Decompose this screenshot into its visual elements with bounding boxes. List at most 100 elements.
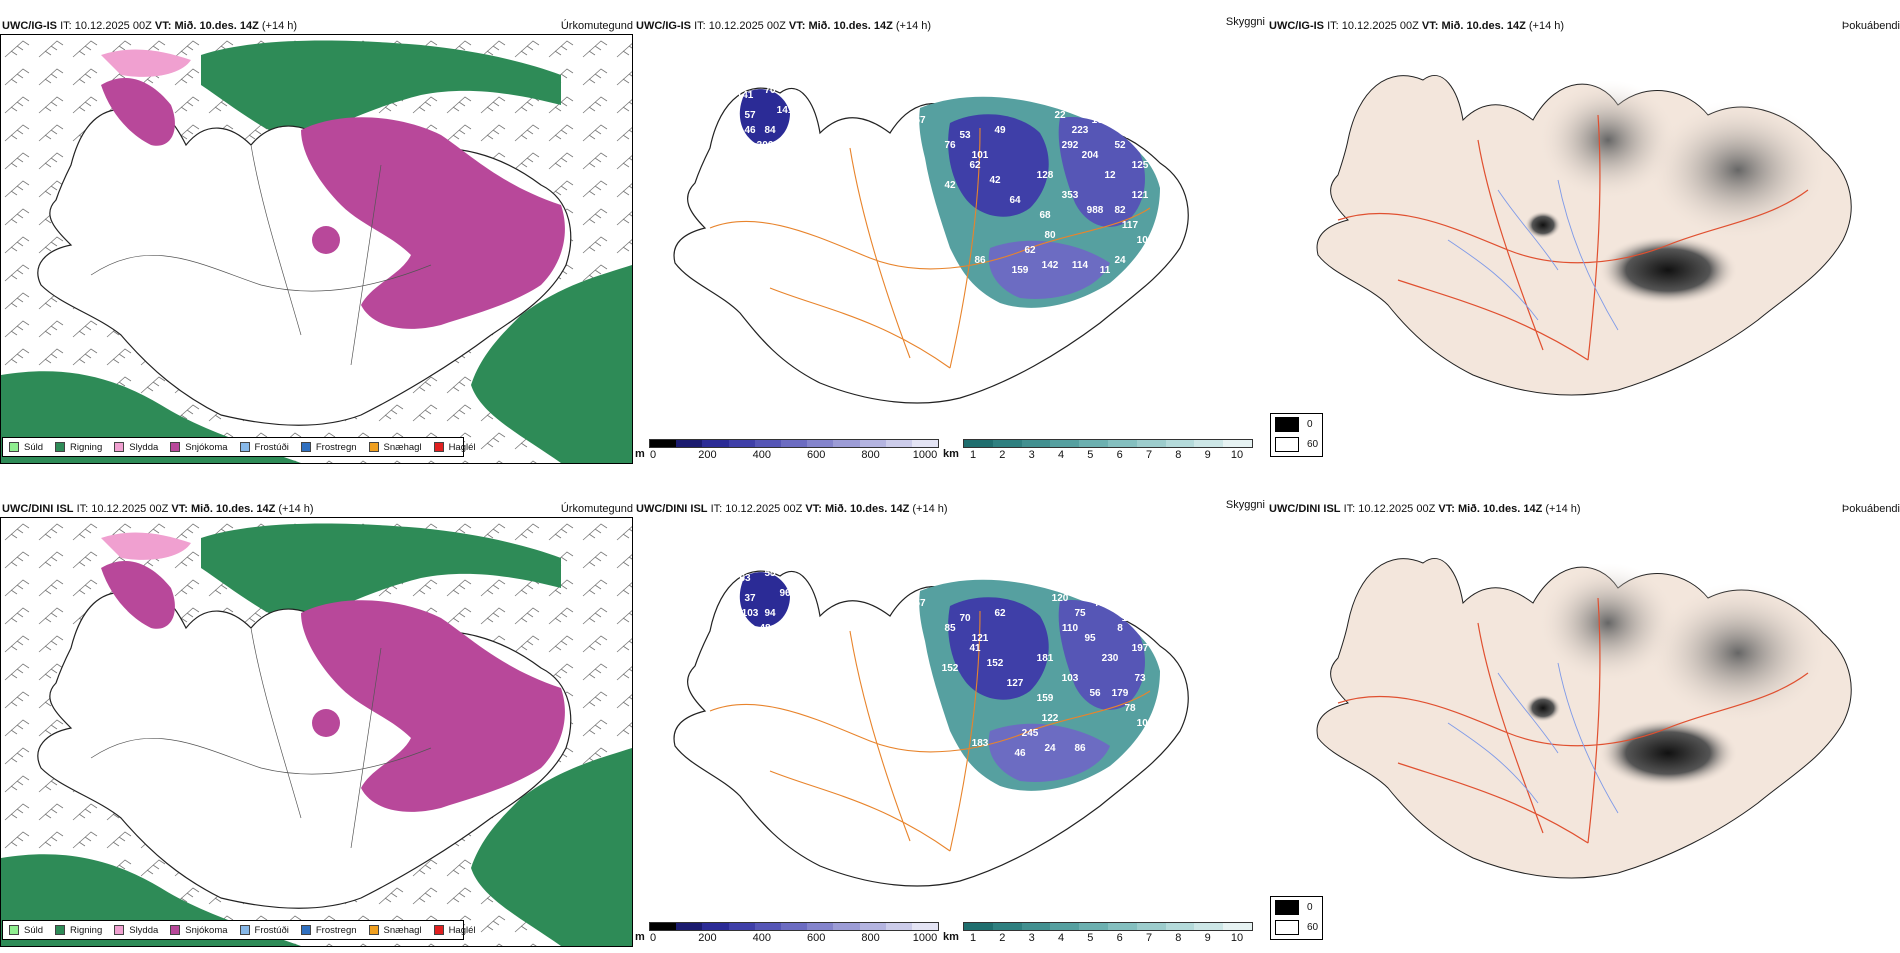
precip-type-panel: UWC/DINI ISL IT: 10.12.2025 00Z VT: Mið.… [0,483,635,953]
precip-map [1,518,632,946]
ceiling-value-label: 988 [1087,205,1104,216]
it-label: IT: [694,20,706,32]
legend-label: Haglél [448,924,476,936]
it-label: IT: [710,503,723,515]
legend-label: Snæhagl [383,924,422,936]
fog-area-northeast [1648,100,1828,240]
vt-value: Mið. 10.des. 14Z [824,503,910,515]
ceiling-value-label: 80 [1044,230,1056,241]
model-name: UWC/IG-IS [636,20,691,32]
visibility-panel: UWC/DINI ISL IT: 10.12.2025 00Z VT: Mið.… [635,483,1265,953]
it-label: IT: [60,20,72,32]
colorbar-cell [1223,923,1252,930]
ceiling-value-label: 306 [757,140,774,151]
ceiling-value-label: 101 [972,150,989,161]
legend-swatch [368,925,379,935]
ceiling-value-label: 46 [744,125,756,136]
fog-legend-swatch [1275,919,1299,935]
legend-swatch [433,925,444,935]
legend-label: Súld [24,441,44,453]
legend-label: Frostregn [315,924,357,936]
panel-title: Skyggni [1225,16,1265,28]
colorbar-cell [859,440,886,447]
ceiling-value-label: 128 [1037,170,1054,181]
legend-label: Frostúði [254,441,289,453]
fog-area-dense [1598,718,1738,788]
low-ceiling-area [948,597,1049,700]
fog-index-map [1316,75,1852,396]
ceiling-value-label: 11 [1100,265,1111,276]
colorbar-cell [1079,440,1108,447]
ceiling-value-label: 82 [1114,205,1126,216]
ceiling-value-label: 37 [744,593,756,604]
model-name: UWC/DINI ISL [1269,503,1341,515]
legend-label: Frostúði [254,924,289,936]
colorbar-cell [911,923,939,930]
colorbar-cell [1194,440,1224,447]
colorbar-tick: 0 [649,449,657,461]
colorbar-cell [992,923,1022,930]
ceiling-value-label: 544 [1162,180,1179,191]
ceiling-value-label: 64 [1009,195,1021,206]
ceiling-colorbar: m 0 200 400 600 800 1000 [635,921,945,944]
vt-label: VT: [805,503,822,515]
ceiling-value-label: 12 [1104,170,1116,181]
ceiling-value-label: 127 [1007,678,1024,689]
ceiling-value-label: 76 [944,140,956,151]
fog-index-legend: 0 60 [1270,896,1323,940]
ceiling-value-label: 141 [1122,613,1139,624]
panel-header: UWC/IG-IS IT: 10.12.2025 00Z VT: Mið. 10… [1269,20,1564,33]
ceiling-value-label: 125 [1132,160,1149,171]
river-network [1447,662,1619,814]
ceiling-value-label: 181 [1037,653,1054,664]
ceiling-value-label: 122 [1042,713,1059,724]
colorbar-cell [807,923,834,930]
legend-swatch [9,442,19,452]
colorbar-tick: 5 [1087,449,1094,461]
visibility-unit: km [943,448,959,460]
colorbar-cell [807,440,834,447]
ceiling-value-label: 53 [959,130,971,141]
panel-header: UWC/DINI ISL IT: 10.12.2025 00Z VT: Mið.… [1269,503,1581,516]
panel-title: Þokuábendi [1841,20,1900,32]
ceiling-value-label: 22 [1054,110,1066,121]
ceiling-value-label: 62 [1024,245,1036,256]
low-ceiling-area-south [988,240,1110,299]
fog-legend-swatch [1275,416,1299,432]
ceiling-value-label: 159 [1012,265,1029,276]
ceiling-value-label: 48 [759,623,771,634]
legend-label: Slydda [129,441,159,453]
legend-label: Rigning [70,441,103,453]
fog-area-north [1538,563,1678,683]
it-label: IT: [1343,503,1356,515]
vt-label: VT: [171,503,188,515]
ceiling-value-label: 183 [972,738,989,749]
ceiling-value-label: 24 [1044,743,1056,754]
ceiling-value-label: 72 [1094,598,1106,609]
colorbar-tick: 6 [1116,932,1123,944]
fog-legend-item: 60 [1271,434,1322,454]
legend-item: Snæhagl [368,924,422,936]
ceiling-value-label: 70 [959,613,971,624]
fog-area-small [1525,211,1561,239]
precip-legend: Súld Rigning Slydda Snjókoma Frostúði Frostre… [2,437,476,457]
colorbar-tick: 400 [752,932,771,944]
low-ceiling-area-west [739,572,790,627]
it-value: 10.12.2025 00Z [1358,503,1436,515]
colorbar-cell [1165,923,1195,930]
colorbar-tick: 3 [1028,932,1035,944]
colorbar-tick: 400 [752,449,771,461]
snow-patch [312,226,340,254]
precip-map [1,35,632,463]
ceiling-value-label: 86 [1074,743,1086,754]
road-network [90,627,432,849]
it-value: 10.12.2025 00Z [1341,20,1419,32]
visibility-unit: km [943,931,959,943]
legend-swatch [114,442,125,452]
ceiling-value-label: 78 [1124,703,1136,714]
colorbar-cell [728,923,755,930]
colorbar-cell [833,923,860,930]
road-network [1337,597,1809,844]
colorbar-cell [676,923,703,930]
fog-legend-item: 0 [1271,414,1322,434]
